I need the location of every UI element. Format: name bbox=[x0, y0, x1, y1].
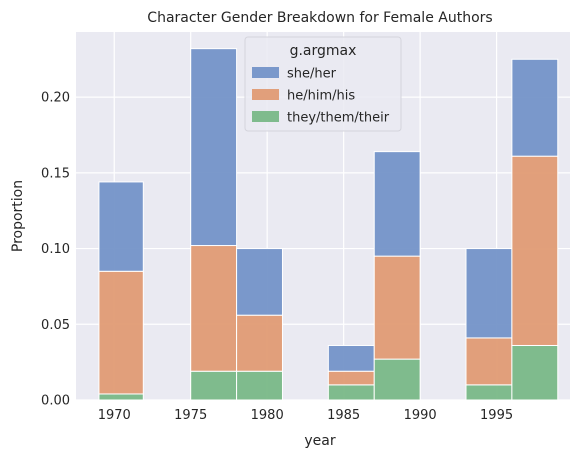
bar-segment bbox=[511, 344, 559, 401]
bar-segment bbox=[190, 245, 238, 372]
bars bbox=[98, 48, 559, 401]
legend-swatch bbox=[252, 67, 279, 78]
legend-title: g.argmax bbox=[290, 43, 357, 59]
y-tick-label: 0.00 bbox=[41, 394, 70, 409]
bar-segment bbox=[236, 314, 283, 372]
bar-segment bbox=[98, 270, 144, 395]
y-tick-labels: 0.00 0.05 0.10 0.15 0.20 bbox=[41, 91, 70, 409]
y-tick-label: 0.10 bbox=[41, 242, 70, 257]
x-tick-labels: 1970 1975 1980 1985 1990 1995 bbox=[98, 408, 513, 423]
y-tick-label: 0.20 bbox=[41, 91, 70, 106]
bar-segment bbox=[373, 151, 421, 257]
bar-segment bbox=[236, 248, 283, 316]
bar-segment bbox=[327, 370, 375, 386]
legend-label: she/her bbox=[287, 67, 337, 82]
x-tick-label: 1985 bbox=[327, 408, 360, 423]
bar-segment bbox=[98, 393, 144, 401]
legend: g.argmax she/her he/him/his they/them/thei… bbox=[244, 36, 402, 132]
legend-box bbox=[244, 36, 402, 132]
bar-segment bbox=[190, 370, 238, 401]
legend-label: he/him/his bbox=[287, 89, 355, 104]
bar-segment bbox=[511, 58, 559, 157]
x-tick-label: 1970 bbox=[98, 408, 131, 423]
y-axis-label: Proportion bbox=[10, 180, 26, 252]
x-tick-label: 1980 bbox=[251, 408, 284, 423]
x-tick-label: 1975 bbox=[174, 408, 207, 423]
bar-segment bbox=[511, 155, 559, 346]
x-axis-label: year bbox=[304, 433, 335, 449]
bar-segment bbox=[373, 358, 421, 401]
bar-segment bbox=[373, 255, 421, 360]
bar-segment bbox=[190, 48, 238, 247]
x-tick-label: 1990 bbox=[404, 408, 437, 423]
bar-segment bbox=[236, 370, 283, 401]
legend-swatch bbox=[252, 111, 279, 122]
legend-items: she/her he/him/his they/them/their bbox=[252, 67, 390, 126]
y-tick-label: 0.15 bbox=[41, 166, 70, 181]
bar-segment bbox=[465, 337, 513, 386]
bar-segment bbox=[465, 248, 513, 339]
legend-label: they/them/their bbox=[287, 111, 390, 126]
y-tick-label: 0.05 bbox=[41, 318, 70, 333]
chart-title: Character Gender Breakdown for Female Au… bbox=[147, 10, 492, 26]
bar-segment bbox=[327, 384, 375, 401]
legend-swatch bbox=[252, 89, 279, 100]
bar-segment bbox=[465, 384, 513, 401]
bar-segment bbox=[327, 344, 375, 372]
x-tick-label: 1995 bbox=[480, 408, 513, 423]
bar-segment bbox=[98, 181, 144, 272]
